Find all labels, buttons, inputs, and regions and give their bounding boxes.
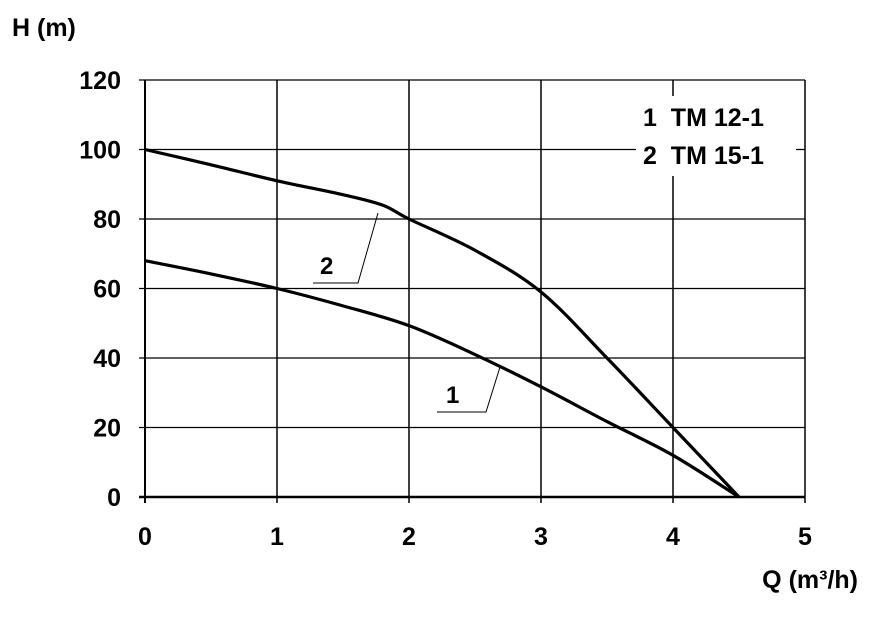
annotation-1: 1 [437,366,501,413]
annotation-2-label: 2 [320,253,333,280]
x-tick-labels: 0 1 2 3 4 5 [138,523,812,551]
y-tick-label-0: 0 [107,484,121,512]
legend-background [636,96,796,176]
grid [139,79,806,503]
y-tick-label-60: 60 [93,276,121,304]
y-tick-label-80: 80 [93,206,121,234]
x-tick-label-4: 4 [666,523,680,551]
x-tick-label-2: 2 [402,523,416,551]
annotation-2-leader [313,212,379,284]
series-line-2 [144,147,741,499]
y-axis-label: H (m) [12,14,76,42]
x-tick-label-0: 0 [138,523,152,551]
legend-entry-1: 1 TM 12-1 [643,104,764,132]
annotation-1-label: 1 [446,382,459,409]
y-tick-labels: 0 20 40 60 80 100 120 [79,67,121,512]
annotation-1-leader [437,366,501,413]
x-tick-label-5: 5 [798,523,812,551]
y-tick-label-40: 40 [93,345,121,373]
legend-entry-2: 2 TM 15-1 [643,142,764,170]
x-tick-label-1: 1 [270,523,284,551]
annotation-2: 2 [313,212,379,284]
y-tick-label-120: 120 [79,67,121,95]
series-lines [144,147,741,499]
y-tick-label-100: 100 [79,137,121,165]
x-axis-label: Q (m³/h) [762,566,858,594]
series-line-1 [144,259,740,499]
x-tick-label-3: 3 [534,523,548,551]
y-tick-label-20: 20 [93,415,121,443]
